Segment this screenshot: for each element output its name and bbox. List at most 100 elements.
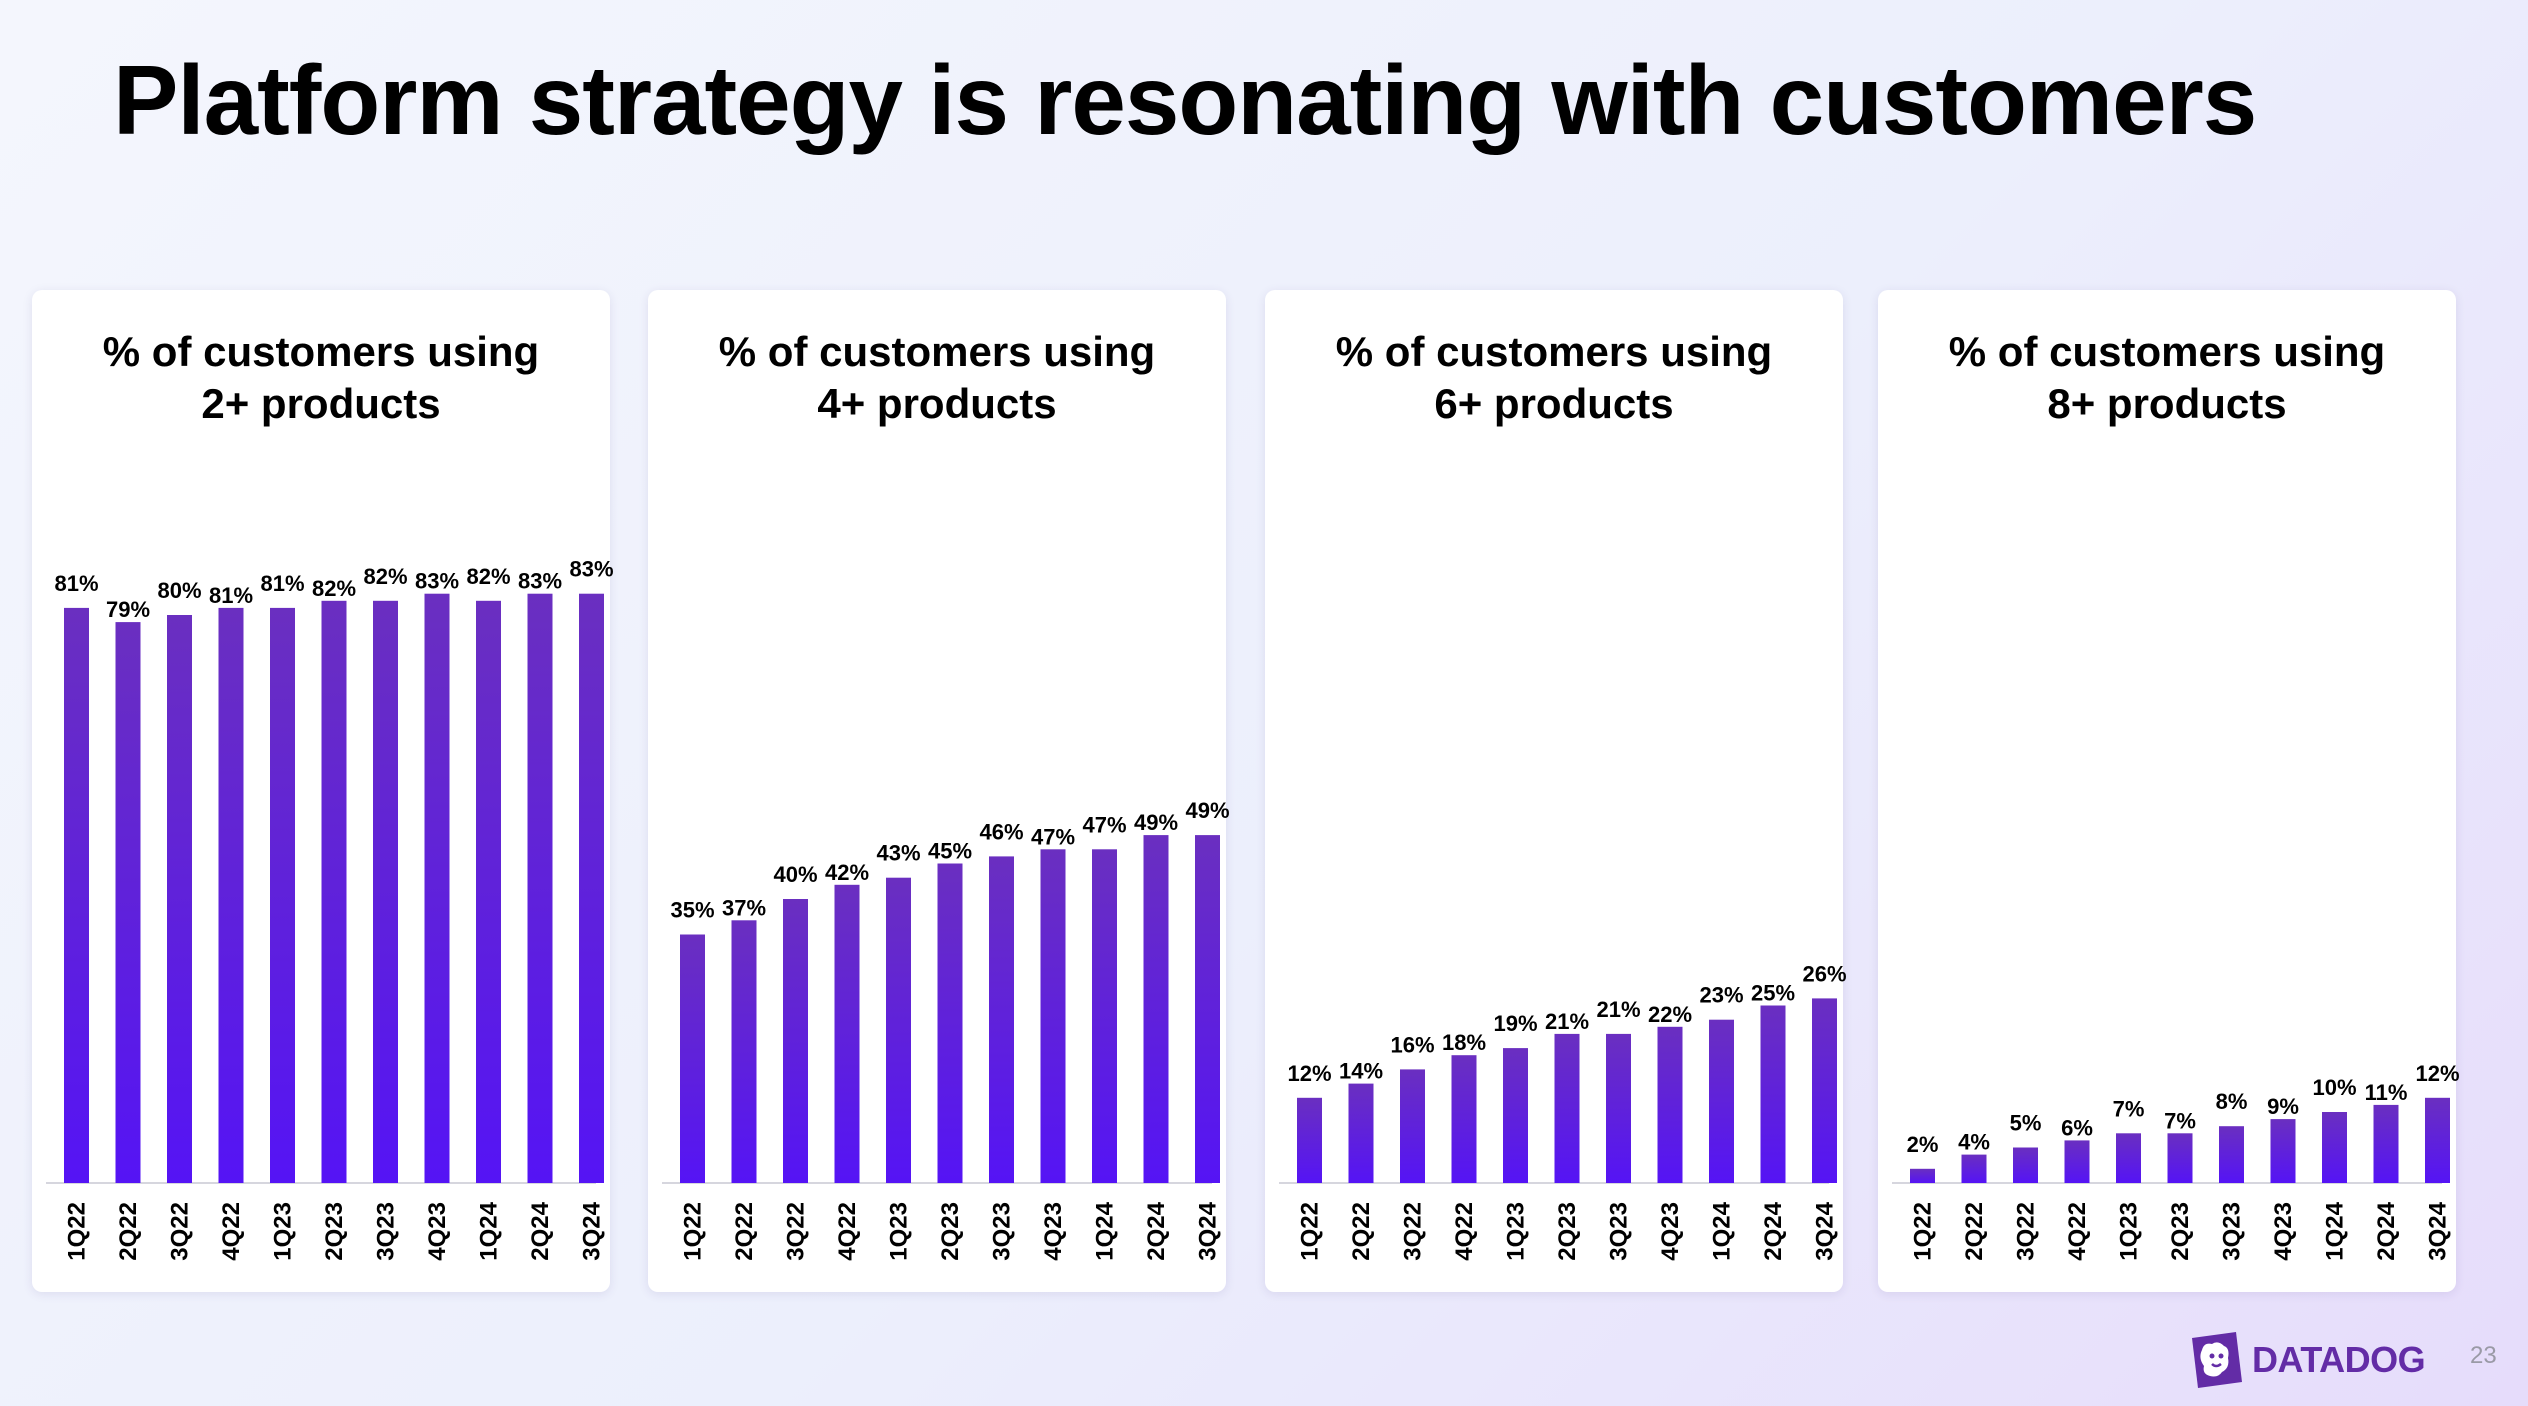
bar [1143,835,1169,1183]
bar [1297,1097,1322,1183]
bar [527,593,553,1183]
x-tick-label: 3Q24 [2425,1201,2452,1260]
chart-title: % of customers using 6+ products [1265,326,1843,430]
data-label: 82% [363,564,407,589]
data-label: 47% [1082,812,1126,837]
bar [2064,1140,2090,1183]
page-number: 23 [2470,1342,2497,1369]
x-tick-label: 2Q22 [1961,1202,1988,1261]
chart-panel-2-plus: % of customers using 2+ products 81% 1Q22… [32,290,614,1292]
data-label: 81% [209,583,253,608]
x-tick-label: 3Q22 [167,1202,194,1261]
bar [2425,1097,2450,1183]
bar [834,884,860,1183]
data-label: 81% [54,571,98,596]
data-label: 81% [260,571,304,596]
data-label: 12% [2415,1061,2459,1086]
x-tick-label: 1Q23 [886,1202,913,1261]
chart-title-line2: 4+ products [817,380,1057,427]
x-tick-label: 2Q22 [1348,1202,1375,1261]
chart-panel-6-plus: % of customers using 6+ products 12% 1Q22… [1265,290,1847,1292]
x-tick-label: 4Q22 [1451,1202,1478,1261]
bar [1195,835,1220,1183]
data-label: 47% [1031,824,1075,849]
bar [373,600,398,1183]
x-tick-label: 2Q24 [527,1201,554,1260]
chart-panel-4-plus: % of customers using 4+ products 35% 1Q22… [648,290,1230,1292]
data-label: 11% [2365,1080,2408,1105]
x-tick-label: 2Q23 [2167,1202,2194,1261]
x-tick-label: 1Q22 [64,1202,91,1261]
x-tick-label: 3Q23 [989,1202,1016,1261]
data-label: 12% [1287,1061,1331,1086]
data-label: 37% [722,895,766,920]
bar [579,593,604,1183]
x-tick-label: 1Q24 [476,1201,503,1260]
x-tick-label: 2Q22 [731,1202,758,1261]
data-label: 42% [825,860,869,885]
data-label: 21% [1596,997,1640,1022]
bar [2322,1112,2347,1183]
data-label: 79% [106,597,150,622]
bar [1451,1055,1477,1183]
data-label: 7% [2164,1108,2196,1133]
data-label: 5% [2010,1111,2042,1136]
x-tick-label: 3Q24 [1812,1201,1839,1260]
data-label: 8% [2216,1089,2248,1114]
x-tick-label: 4Q23 [1040,1202,1067,1261]
data-label: 26% [1802,961,1846,986]
x-tick-label: 4Q22 [218,1202,245,1261]
x-tick-label: 1Q24 [1092,1201,1119,1260]
data-label: 10% [2312,1075,2356,1100]
data-label: 16% [1390,1032,1434,1057]
logo-text: DATADOG [2252,1339,2426,1380]
x-tick-label: 2Q24 [1143,1201,1170,1260]
data-label: 25% [1751,981,1795,1006]
data-label: 43% [876,841,920,866]
data-label: 49% [1134,810,1178,835]
bar-chart: 35% 1Q22 37% 2Q22 40% 3Q22 42% 4Q22 43% 1Q23 45% 2Q… [662,798,1230,1261]
x-tick-label: 1Q23 [1503,1202,1530,1261]
x-tick-label: 2Q23 [1554,1202,1581,1261]
chart-title-line1: % of customers using [102,328,540,375]
x-tick-label: 2Q24 [2373,1201,2400,1260]
data-label: 2% [1907,1132,1939,1157]
bar [1400,1069,1425,1183]
data-label: 18% [1442,1030,1486,1055]
x-tick-label: 1Q23 [270,1202,297,1261]
chart-title: % of customers using 2+ products [32,326,610,430]
slide-title: Platform strategy is resonating with cus… [113,45,2257,155]
chart-title-line2: 2+ products [201,380,441,427]
bar [270,607,295,1183]
bar-chart: 2% 1Q22 4% 2Q22 5% 3Q22 6% 4Q22 7% 1Q23 7% 2Q23 8% 3Q… [1892,1061,2460,1261]
bar [680,934,705,1183]
bar [1554,1033,1580,1183]
data-label: 83% [569,557,613,582]
data-label: 80% [157,578,201,603]
bar [1092,849,1117,1183]
x-tick-label: 3Q23 [1606,1202,1633,1261]
x-tick-label: 1Q22 [680,1202,707,1261]
x-tick-label: 1Q22 [1297,1202,1324,1261]
bar [1709,1019,1734,1183]
data-label: 23% [1699,983,1743,1008]
x-tick-label: 3Q22 [1400,1202,1427,1261]
bar [2116,1133,2141,1183]
x-tick-label: 4Q23 [424,1202,451,1261]
data-label: 4% [1958,1130,1990,1155]
bar [989,856,1014,1183]
chart-panel-8-plus: % of customers using 8+ products 2% 1Q22 4… [1878,290,2460,1292]
data-label: 35% [670,898,714,923]
bar [937,863,963,1183]
x-tick-label: 3Q22 [2013,1202,2040,1261]
x-tick-label: 1Q22 [1910,1202,1937,1261]
x-tick-label: 1Q24 [1709,1201,1736,1260]
bar [783,899,808,1183]
chart-title-line1: % of customers using [718,328,1156,375]
bar [1910,1168,1935,1183]
bar [1606,1033,1631,1183]
bar [1348,1083,1374,1183]
x-tick-label: 3Q22 [783,1202,810,1261]
x-tick-label: 3Q24 [1195,1201,1222,1260]
bar [2270,1119,2296,1183]
